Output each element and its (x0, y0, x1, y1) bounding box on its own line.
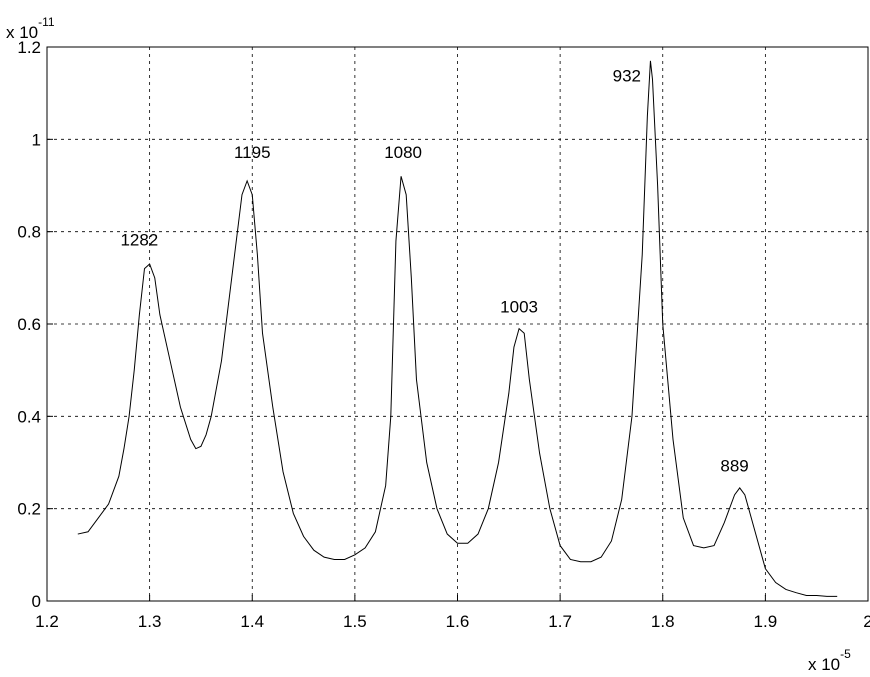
y-tick-label: 1.2 (17, 38, 41, 57)
data-line (77, 60, 838, 597)
x-tick-label: 1.4 (240, 612, 264, 631)
annotation: 1195 (234, 143, 271, 162)
y-tick-label: 0.2 (17, 500, 41, 519)
y-multiplier: x 10-11 (6, 15, 55, 42)
x-tick-label: 1.9 (754, 612, 778, 631)
annotation: 889 (720, 457, 748, 476)
x-tick-label: 1.3 (138, 612, 162, 631)
x-tick-label: 1.5 (343, 612, 367, 631)
y-tick-label: 1 (32, 130, 41, 149)
x-multiplier: x 10-5 (808, 647, 851, 674)
x-tick-label: 1.6 (446, 612, 470, 631)
x-tick-label: 1.7 (548, 612, 572, 631)
y-multiplier-exponent: -11 (38, 15, 55, 29)
x-tick-label: 1.8 (651, 612, 675, 631)
x-multiplier-base: x 10 (808, 655, 840, 674)
y-tick-label: 0.8 (17, 223, 41, 242)
annotation: 1003 (500, 297, 538, 316)
plot-frame (46, 46, 869, 602)
annotation: 932 (613, 67, 641, 86)
y-tick-label: 0.6 (17, 315, 41, 334)
y-multiplier-base: x 10 (6, 23, 38, 42)
x-multiplier-exponent: -5 (840, 647, 851, 661)
annotation: 1080 (384, 143, 422, 162)
y-tick-label: 0 (32, 592, 41, 611)
x-tick-label: 1.2 (35, 612, 59, 631)
y-tick-label: 0.4 (17, 407, 41, 426)
x-tick-label: 2 (863, 612, 870, 631)
annotation: 1282 (120, 231, 158, 250)
